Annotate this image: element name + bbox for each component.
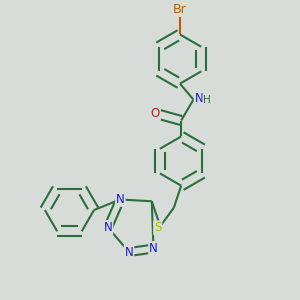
Text: N: N: [116, 193, 124, 206]
Text: Br: Br: [173, 3, 187, 16]
Text: S: S: [154, 221, 161, 234]
Text: N: N: [124, 245, 134, 259]
Text: N: N: [195, 92, 203, 106]
Text: N: N: [149, 242, 158, 255]
Text: H: H: [203, 95, 211, 105]
Text: O: O: [151, 107, 160, 120]
Text: N: N: [103, 221, 112, 234]
